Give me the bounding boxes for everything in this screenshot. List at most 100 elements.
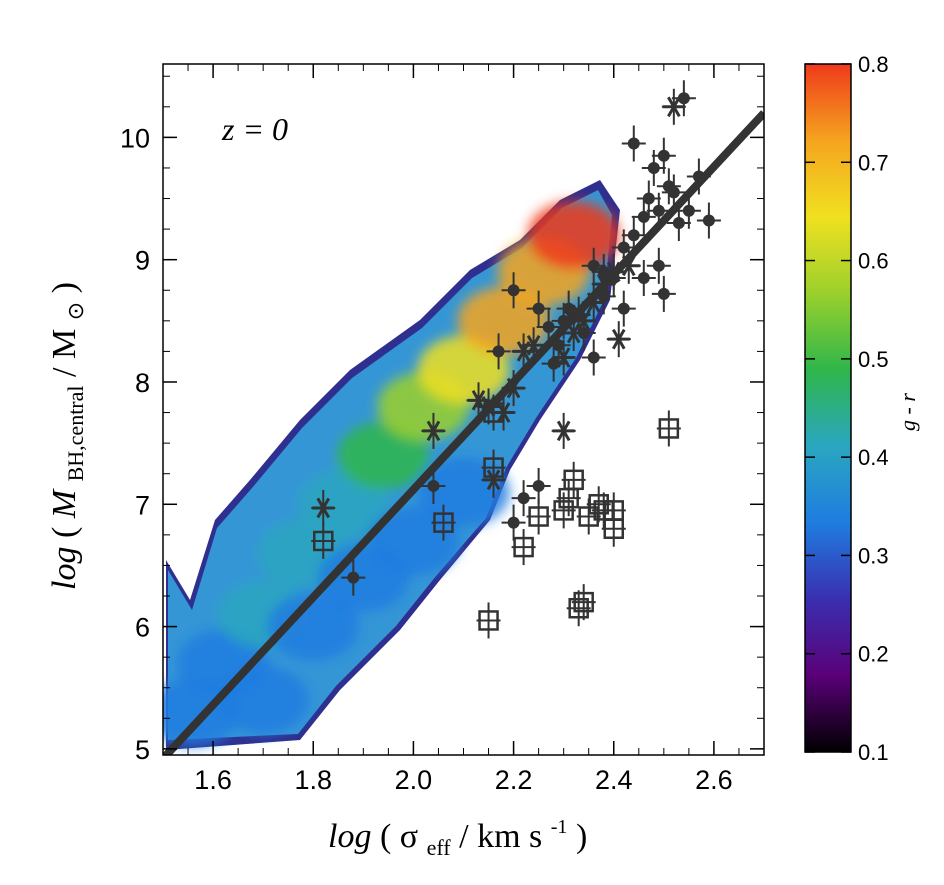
filled-circle-marker: [486, 333, 511, 370]
filled-circle-marker: [581, 247, 606, 284]
asterisk-marker: [601, 253, 626, 290]
asterisk-marker: [606, 321, 631, 358]
filled-circle-marker: [661, 174, 686, 211]
y-label-close: ): [46, 282, 83, 293]
asterisk-marker: [581, 284, 606, 321]
density-bins: [163, 201, 620, 747]
open-square-marker: [571, 584, 596, 621]
y-label-symbol: M: [46, 488, 83, 519]
filled-circle-marker: [526, 290, 551, 327]
open-square-marker: [561, 461, 586, 498]
y-tick-label: 10: [120, 123, 150, 153]
y-label-open: (: [46, 518, 83, 538]
density-bin: [297, 470, 390, 539]
asterisk-marker: [311, 489, 336, 526]
open-square-marker: [481, 449, 506, 486]
y-axis: 5 6 7 8 9 10: [120, 75, 764, 765]
x-axis-label: log ( σ eff / km s -1 ): [328, 804, 587, 863]
y-label-prefix: log: [46, 547, 83, 590]
filled-circle-marker: [631, 260, 656, 297]
filled-circle-marker: [696, 202, 721, 239]
open-square-marker: [511, 529, 536, 566]
density-bin: [417, 458, 510, 527]
open-square-marker: [311, 522, 336, 559]
colorbar-tick-label: 0.4: [858, 445, 889, 470]
colorbar-tick-label: 0.7: [858, 150, 889, 175]
x-tick-label: 1.6: [194, 765, 232, 795]
colorbar-tick-label: 0.1: [858, 740, 889, 765]
y-tick-label: 6: [135, 613, 150, 643]
x-tick-label: 2.2: [495, 765, 533, 795]
filled-circle-marker: [631, 198, 656, 235]
x-label-symbol: σ: [400, 818, 418, 855]
asterisk-marker: [661, 88, 686, 125]
x-label-superscript: -1: [551, 816, 568, 838]
open-square-marker: [551, 492, 576, 529]
open-square-marker: [526, 498, 551, 535]
asterisk-marker: [551, 412, 576, 449]
x-label-open: (: [380, 818, 400, 855]
y-axis-label: log ( M BH,central / M ⊙ ): [46, 282, 91, 590]
filled-circle-marker: [526, 467, 551, 504]
open-square-marker: [656, 410, 681, 447]
open-square-marker: [481, 394, 506, 431]
filled-circle-marker: [511, 480, 536, 517]
panel-label: z = 0: [221, 111, 288, 147]
filled-circle-marker: [676, 192, 701, 229]
density-bin: [267, 592, 360, 661]
filled-circle-marker: [581, 339, 606, 376]
asterisk-marker: [521, 327, 546, 364]
y-tick-label: 8: [135, 368, 150, 398]
filled-circle-marker: [686, 158, 711, 195]
y-tick-label: 7: [135, 490, 150, 520]
y-label-subscript: BH,central: [63, 385, 88, 481]
open-square-marker: [566, 590, 591, 627]
data-markers: [311, 80, 721, 639]
density-bin: [337, 421, 430, 490]
asterisk-marker: [561, 315, 586, 352]
filled-circle-marker: [646, 192, 671, 229]
x-label-subscript: eff: [427, 835, 452, 860]
filled-circle-marker: [641, 149, 666, 186]
density-bin: [527, 201, 620, 270]
filled-circle-marker: [621, 125, 646, 162]
filled-circle-marker: [501, 272, 526, 309]
colorbar-tick-label: 0.5: [858, 347, 889, 372]
filled-circle-marker: [671, 80, 696, 117]
colorbar-tick-label: 0.8: [858, 52, 889, 77]
filled-circle-marker: [611, 290, 636, 327]
asterisk-marker: [591, 266, 616, 303]
colorbar-tick-label: 0.2: [858, 642, 889, 667]
filled-circle-marker: [421, 467, 446, 504]
asterisk-marker: [501, 370, 526, 407]
y-tick-label: 5: [135, 735, 150, 765]
open-square-marker: [431, 504, 456, 541]
filled-circle-marker: [501, 504, 526, 541]
fit-line: [163, 110, 764, 755]
colorbar-ticks: 0.1 0.2 0.3 0.4 0.5 0.6 0.7 0.8: [805, 52, 889, 765]
x-tick-label: 2.0: [395, 765, 433, 795]
colorbar-label: g - r: [895, 393, 920, 431]
filled-circle-marker: [651, 275, 676, 312]
asterisk-marker: [421, 412, 446, 449]
colorbar-tick-label: 0.6: [858, 249, 889, 274]
y-label-unit: / M: [46, 329, 83, 377]
open-square-marker: [586, 486, 611, 523]
filled-circle-marker: [536, 308, 561, 345]
density-bin: [217, 665, 310, 734]
x-label-prefix: log: [328, 818, 371, 855]
open-square-marker: [476, 602, 501, 639]
x-tick-label: 1.8: [294, 765, 332, 795]
x-axis: 1.6 1.8 2.0 2.2 2.4 2.6: [162, 64, 765, 795]
filled-circle-marker: [636, 180, 661, 217]
asterisk-marker: [551, 339, 576, 376]
x-label-close: ): [576, 818, 587, 855]
y-tick-label: 9: [135, 246, 150, 276]
filled-circle-marker: [646, 247, 671, 284]
colorbar-tick-label: 0.3: [858, 543, 889, 568]
density-bin: [417, 335, 510, 404]
asterisk-marker: [616, 247, 641, 284]
x-tick-label: 2.4: [595, 765, 633, 795]
density-bin: [367, 506, 460, 575]
